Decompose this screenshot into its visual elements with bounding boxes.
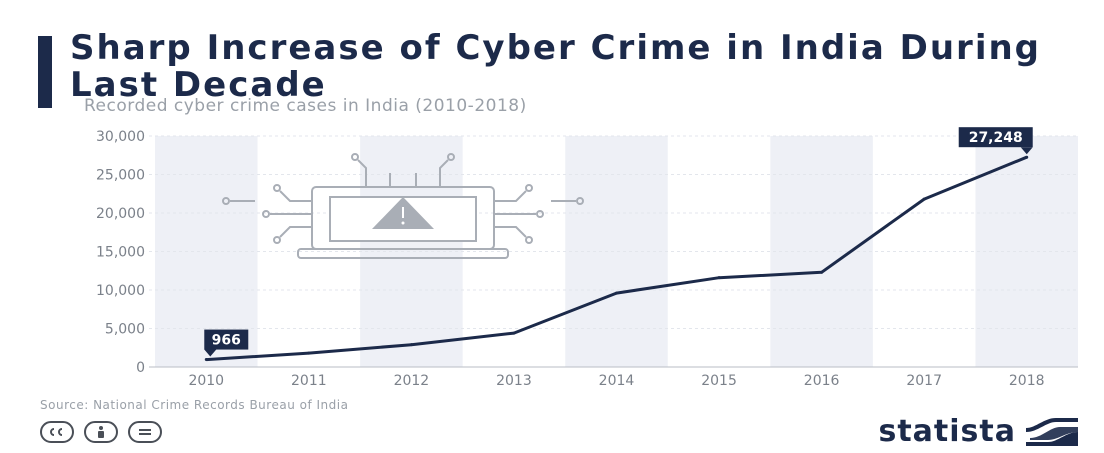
no-derivatives-icon (128, 421, 162, 443)
x-tick-label: 2014 (599, 373, 635, 389)
y-tick-label: 0 (136, 360, 145, 376)
y-tick-label: 10,000 (96, 283, 145, 299)
statista-logo-icon (1026, 417, 1078, 446)
data-point (820, 270, 824, 274)
y-tick-label: 15,000 (96, 245, 145, 261)
x-tick-label: 2018 (1009, 373, 1045, 389)
data-label-pointer (1020, 147, 1033, 155)
column-band (565, 136, 668, 367)
data-label-pointer (204, 349, 217, 357)
data-point (307, 351, 311, 355)
license-icons (40, 421, 162, 443)
data-point (922, 197, 926, 201)
data-point (512, 331, 516, 335)
y-tick-label: 20,000 (96, 206, 145, 222)
x-tick-label: 2016 (804, 373, 840, 389)
data-point (717, 276, 721, 280)
y-tick-label: 25,000 (96, 168, 145, 184)
data-label: 966 (212, 333, 241, 349)
x-tick-label: 2010 (188, 373, 224, 389)
y-tick-label: 30,000 (96, 129, 145, 145)
y-tick-label: 5,000 (105, 322, 145, 338)
chart-title: Sharp Increase of Cyber Crime in India D… (70, 28, 1042, 105)
x-tick-label: 2015 (701, 373, 737, 389)
brand: statista (878, 414, 1078, 449)
cc-icon (40, 421, 74, 443)
source-note: Source: National Crime Records Bureau of… (40, 398, 349, 412)
data-label-box (204, 329, 249, 350)
x-tick-label: 2012 (394, 373, 430, 389)
data-point (204, 358, 208, 362)
data-point (1025, 155, 1029, 159)
x-tick-label: 2011 (291, 373, 327, 389)
chart-subtitle: Recorded cyber crime cases in India (201… (84, 96, 527, 116)
data-point (615, 291, 618, 295)
title-accent-bar (38, 36, 52, 108)
column-band (360, 136, 463, 367)
attribution-icon (84, 421, 118, 443)
data-label-box (958, 127, 1033, 148)
circuit-laptop-warning-icon (222, 153, 584, 259)
brand-name: statista (878, 414, 1016, 449)
data-label: 27,248 (969, 130, 1023, 146)
data-point (409, 343, 413, 347)
x-tick-label: 2013 (496, 373, 532, 389)
x-tick-label: 2017 (906, 373, 942, 389)
